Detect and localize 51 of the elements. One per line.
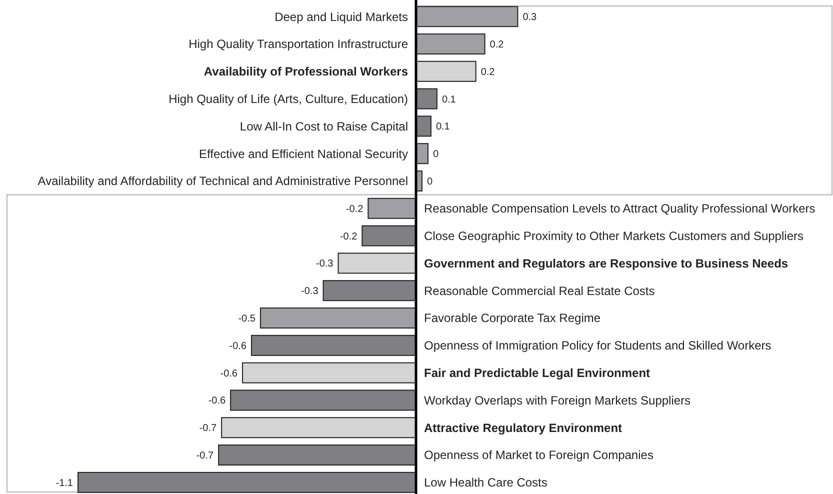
data-label: 0.2 — [480, 66, 496, 78]
data-label: -0.2 — [346, 204, 364, 215]
y-tick-label: Effective and Efficient National Security — [198, 146, 408, 161]
data-label: 0.1 — [436, 122, 450, 133]
data-label: -0.6 — [229, 340, 247, 352]
bar — [230, 390, 416, 411]
data-label: -1.1 — [56, 478, 74, 489]
y-tick-label: Availability and Affordability of Technical and Administrative Personnel — [38, 174, 408, 188]
y-tick-label: Close Geographic Proximity to Other Markets Customers and Suppliers — [424, 229, 804, 243]
data-label: 0.3 — [522, 12, 538, 24]
y-tick-label: Fair and Predictable Legal Environment — [424, 366, 650, 380]
y-tick-label: Deep and Liquid Markets — [274, 10, 408, 24]
data-label: -0.6 — [208, 396, 226, 407]
data-label: -0.7 — [199, 423, 218, 434]
data-label: -0.5 — [238, 314, 256, 325]
bar — [250, 334, 416, 356]
bar — [368, 198, 416, 219]
data-label: 0.2 — [490, 39, 504, 50]
bar — [416, 60, 476, 82]
bar — [416, 6, 518, 28]
bar — [416, 88, 438, 110]
bar — [221, 417, 416, 438]
data-label: 0 — [426, 176, 433, 188]
y-tick-label: Attractive Regulatory Environment — [424, 420, 622, 435]
y-tick-label: Availability of Professional Workers — [204, 64, 408, 79]
bar — [338, 252, 416, 274]
y-tick-label: High Quality of Life (Arts, Culture, Education) — [168, 92, 408, 106]
y-tick-label: Openness of Market to Foreign Companies — [424, 448, 654, 462]
y-tick-label: Low All-In Cost to Raise Capital — [240, 119, 408, 134]
bar — [78, 472, 416, 493]
y-tick-label: Openness of Immigration Policy for Students and Skilled Workers — [424, 338, 772, 353]
bar — [322, 280, 416, 302]
data-label: 0 — [432, 149, 439, 160]
y-tick-label: High Quality Transportation Infrastructure — [188, 37, 408, 52]
bar — [260, 308, 416, 329]
y-tick-label: Reasonable Commercial Real Estate Costs — [424, 284, 655, 298]
data-label: -0.2 — [340, 231, 358, 242]
bar — [416, 33, 486, 54]
y-tick-label: Reasonable Compensation Levels to Attract Quality Professional Workers — [424, 202, 816, 216]
data-label: -0.6 — [220, 368, 238, 380]
bar — [362, 225, 416, 246]
y-tick-label: Low Health Care Costs — [424, 476, 548, 490]
data-label: 0.1 — [442, 94, 456, 106]
y-tick-label: Workday Overlaps with Foreign Markets Suppliers — [424, 393, 691, 408]
bar — [242, 362, 416, 384]
data-label: -0.3 — [316, 258, 334, 270]
y-tick-label: Favorable Corporate Tax Regime — [424, 311, 601, 326]
y-tick-label: Government and Regulators are Responsive to Business Needs — [424, 256, 788, 270]
data-label: -0.7 — [196, 450, 214, 462]
bar — [218, 444, 416, 466]
data-label: -0.3 — [301, 286, 319, 298]
